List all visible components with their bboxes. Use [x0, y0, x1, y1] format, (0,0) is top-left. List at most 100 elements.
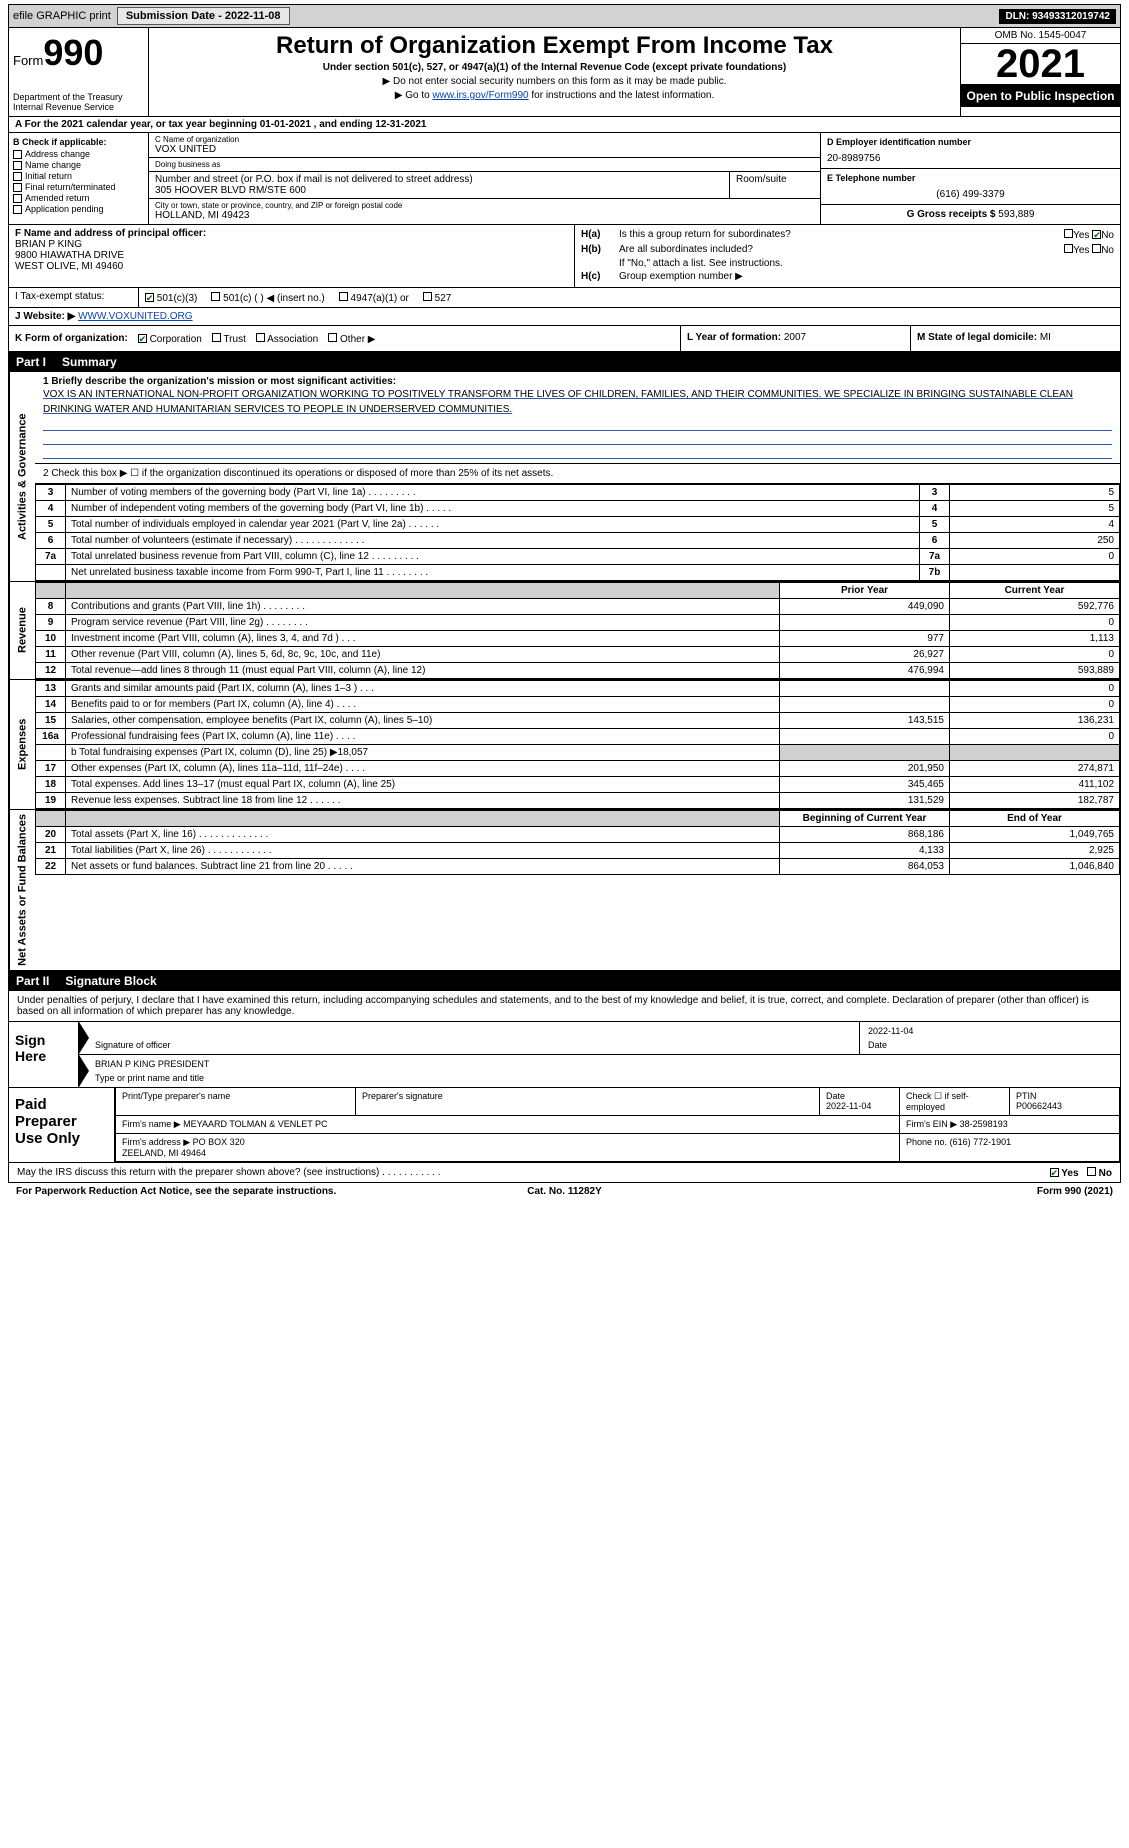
table-row: 15Salaries, other compensation, employee… — [36, 713, 1120, 729]
option-checkbox[interactable] — [13, 150, 22, 159]
col-header-begin: Beginning of Current Year — [780, 811, 950, 827]
ha-answer: Yes No — [1064, 228, 1114, 241]
chk-527[interactable] — [423, 292, 432, 301]
hb-no-checkbox[interactable] — [1092, 244, 1101, 253]
side-tab-net-assets: Net Assets or Fund Balances — [9, 810, 35, 970]
website-link[interactable]: WWW.VOXUNITED.ORG — [78, 311, 192, 322]
section-f: F Name and address of principal officer:… — [9, 225, 575, 287]
current-value: 411,102 — [950, 777, 1120, 793]
form-header: Form990 Department of the Treasury Inter… — [8, 28, 1121, 117]
option-checkbox[interactable] — [13, 161, 22, 170]
opt-corp: Corporation — [138, 333, 202, 345]
table-row: 5Total number of individuals employed in… — [36, 517, 1120, 533]
current-value: 182,787 — [950, 793, 1120, 809]
table-row: 17Other expenses (Part IX, column (A), l… — [36, 761, 1120, 777]
domicile-label: M State of legal domicile: — [917, 332, 1037, 343]
row-number: 9 — [36, 615, 66, 631]
row-desc: Program service revenue (Part VIII, line… — [66, 615, 780, 631]
row-number: 5 — [36, 517, 66, 533]
option-checkbox[interactable] — [13, 172, 22, 181]
street-row: Number and street (or P.O. box if mail i… — [149, 172, 820, 199]
chk-501c[interactable] — [211, 292, 220, 301]
officer-addr2: WEST OLIVE, MI 49460 — [15, 261, 123, 272]
dln-label: DLN: 93493312019742 — [999, 9, 1116, 24]
opt-other: Other ▶ — [328, 332, 375, 345]
revenue-table: Prior YearCurrent Year8Contributions and… — [35, 582, 1120, 679]
option-checkbox[interactable] — [13, 183, 22, 192]
dba-cell: Doing business as — [149, 158, 820, 172]
row-k: K Form of organization: Corporation Trus… — [9, 326, 680, 351]
open-public-badge: Open to Public Inspection — [961, 85, 1120, 107]
row-desc: Grants and similar amounts paid (Part IX… — [66, 681, 780, 697]
ha-yes-checkbox[interactable] — [1064, 229, 1073, 238]
row-a-tax-year: A For the 2021 calendar year, or tax yea… — [8, 117, 1121, 133]
current-value: 0 — [950, 681, 1120, 697]
sig-date-label: Date — [868, 1040, 1112, 1050]
opt-assoc: Association — [256, 332, 318, 345]
h-c-line: H(c) Group exemption number ▶ — [581, 271, 1114, 282]
hb-yes-checkbox[interactable] — [1064, 244, 1073, 253]
city-label: City or town, state or province, country… — [155, 201, 814, 210]
row-number: 8 — [36, 599, 66, 615]
org-name-label: C Name of organization — [155, 135, 814, 144]
part-2-number: Part II — [16, 974, 49, 988]
discuss-yes-checkbox[interactable] — [1050, 1168, 1059, 1177]
street-value: 305 HOOVER BLVD RM/STE 600 — [155, 185, 723, 196]
website-label: J Website: ▶ — [15, 311, 75, 322]
row-number: 21 — [36, 843, 66, 859]
row-value — [950, 565, 1120, 581]
chk-other[interactable] — [328, 333, 337, 342]
prior-value: 449,090 — [780, 599, 950, 615]
current-value: 274,871 — [950, 761, 1120, 777]
chk-assoc[interactable] — [256, 333, 265, 342]
chk-corp[interactable] — [138, 334, 147, 343]
row-box: 4 — [920, 501, 950, 517]
ein-value: 20-8989756 — [827, 153, 1114, 164]
arrow-icon — [79, 1022, 89, 1054]
table-row: 9Program service revenue (Part VIII, lin… — [36, 615, 1120, 631]
checkbox-option: Application pending — [13, 204, 144, 214]
signature-intro: Under penalties of perjury, I declare th… — [8, 991, 1121, 1022]
top-bar: efile GRAPHIC print Submission Date - 20… — [8, 4, 1121, 28]
sign-here-label: Sign Here — [9, 1022, 79, 1087]
table-row: 19Revenue less expenses. Subtract line 1… — [36, 793, 1120, 809]
table-row: 4Number of independent voting members of… — [36, 501, 1120, 517]
signature-row: Signature of officer 2022-11-04 Date — [79, 1022, 1120, 1055]
row-number: 16a — [36, 729, 66, 745]
section-d-e-g: D Employer identification number 20-8989… — [820, 133, 1120, 224]
submission-date-button[interactable]: Submission Date - 2022-11-08 — [117, 7, 290, 25]
row-desc: Total number of volunteers (estimate if … — [66, 533, 920, 549]
option-checkbox[interactable] — [13, 205, 22, 214]
prior-value: 201,950 — [780, 761, 950, 777]
hb-question: Are all subordinates included? — [619, 244, 1064, 255]
revenue-section: Revenue Prior YearCurrent Year8Contribut… — [8, 582, 1121, 680]
blank-line-1 — [43, 417, 1112, 431]
checkbox-option: Name change — [13, 160, 144, 170]
begin-value: 864,053 — [780, 859, 950, 875]
row-desc: Total number of individuals employed in … — [66, 517, 920, 533]
section-g: G Gross receipts $ 593,889 — [821, 205, 1120, 224]
discuss-row: May the IRS discuss this return with the… — [8, 1163, 1121, 1183]
expenses-table: 13Grants and similar amounts paid (Part … — [35, 680, 1120, 809]
irs-link[interactable]: www.irs.gov/Form990 — [432, 90, 528, 101]
table-row: 21Total liabilities (Part X, line 26) . … — [36, 843, 1120, 859]
chk-501c3[interactable] — [145, 293, 154, 302]
option-checkbox[interactable] — [13, 194, 22, 203]
section-d: D Employer identification number 20-8989… — [821, 133, 1120, 169]
row-number: 20 — [36, 827, 66, 843]
arrow-icon-2 — [79, 1055, 89, 1087]
chk-trust[interactable] — [212, 333, 221, 342]
name-title-value: BRIAN P KING PRESIDENT — [95, 1059, 1112, 1073]
domicile-value: MI — [1040, 332, 1051, 343]
room-cell: Room/suite — [730, 172, 820, 198]
discuss-no-checkbox[interactable] — [1087, 1167, 1096, 1176]
table-row: 6Total number of volunteers (estimate if… — [36, 533, 1120, 549]
row-number: 17 — [36, 761, 66, 777]
prior-value — [780, 697, 950, 713]
part-2-header: Part II Signature Block — [8, 971, 1121, 991]
row-value: 5 — [950, 501, 1120, 517]
chk-4947[interactable] — [339, 292, 348, 301]
table-row: Net unrelated business taxable income fr… — [36, 565, 1120, 581]
ha-no-checkbox[interactable] — [1092, 230, 1101, 239]
row-number: 10 — [36, 631, 66, 647]
